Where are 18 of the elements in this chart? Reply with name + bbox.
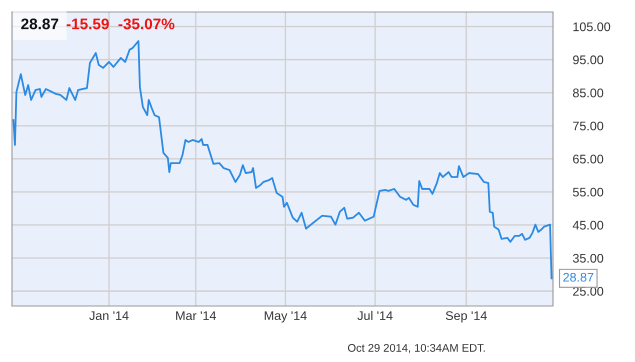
x-tick-label: May '14 bbox=[264, 311, 307, 323]
x-tick-label: Sep '14 bbox=[446, 311, 487, 323]
y-tick-label: 55.00 bbox=[572, 188, 604, 197]
y-tick-label: 65.00 bbox=[573, 154, 604, 164]
chart-subtitle: -15.59 -35.07% bbox=[66, 18, 174, 30]
x-tick-label: Jan '14 bbox=[89, 311, 129, 320]
annotation: 28.87 bbox=[563, 272, 594, 282]
line-series bbox=[12, 40, 552, 280]
chart-title: 28.87 bbox=[21, 18, 58, 30]
y-tick-label: 75.00 bbox=[573, 122, 604, 130]
y-tick-label: 45.00 bbox=[572, 220, 604, 230]
x-tick-label: Jul '14 bbox=[357, 310, 393, 320]
y-tick-label: 105.00 bbox=[573, 22, 610, 32]
x-tick-label: Mar '14 bbox=[176, 311, 216, 320]
y-tick-label: 85.00 bbox=[572, 88, 604, 98]
y-tick-label: 35.00 bbox=[572, 254, 604, 263]
y-tick-label: 95.00 bbox=[573, 55, 604, 64]
text: Oct 29 2014, 10:34AM EDT. bbox=[348, 344, 485, 354]
